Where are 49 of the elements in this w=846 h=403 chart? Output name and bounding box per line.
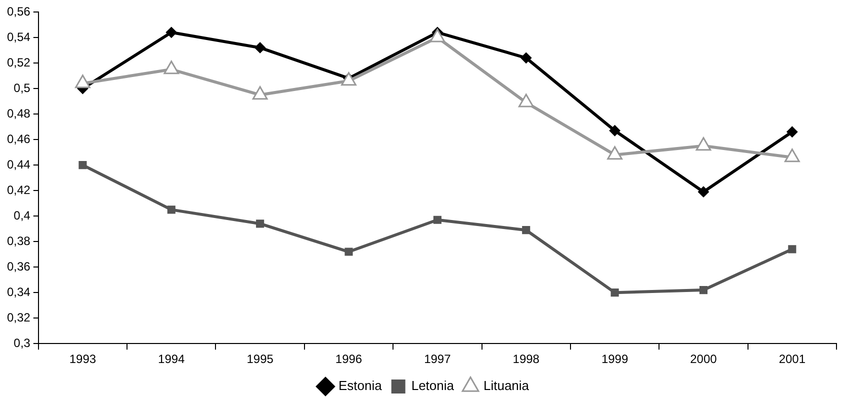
y-tick-label: 0,34	[6, 284, 31, 299]
point	[786, 126, 798, 138]
point	[252, 86, 268, 100]
y-tick-label: 0,36	[6, 259, 31, 274]
point	[518, 94, 534, 108]
x-tick-label: 2001	[778, 352, 806, 366]
x-tick-label: 2000	[690, 352, 718, 366]
point	[520, 52, 532, 64]
point	[696, 137, 712, 151]
point	[433, 216, 442, 224]
y-tick-label: 0,48	[6, 106, 31, 120]
y-tick-label: 0,5	[14, 80, 31, 95]
y-tick-label: 0,44	[6, 157, 31, 172]
x-tick-label: 1998	[512, 352, 540, 366]
x-tick-label: 1993	[69, 352, 96, 366]
point	[610, 288, 619, 297]
point	[430, 28, 446, 42]
x-tick-label: 1994	[158, 352, 186, 366]
y-tick-label: 0,46	[6, 132, 31, 146]
y-tick-label: 0,32	[6, 310, 31, 324]
legend-label: Lituania	[483, 378, 530, 394]
point	[167, 206, 176, 214]
x-tick-label: 1999	[601, 352, 628, 366]
point	[607, 146, 622, 160]
x-tick-label: 1997	[424, 352, 452, 366]
point	[166, 26, 177, 38]
point	[609, 125, 620, 136]
y-tick-label: 0,54	[6, 30, 31, 44]
y-tick-label: 0,3	[14, 336, 31, 350]
point	[254, 42, 266, 54]
legend-label: Estonia	[338, 378, 383, 394]
y-tick-label: 0,4	[14, 208, 31, 222]
point	[698, 186, 709, 198]
point	[788, 245, 796, 254]
y-tick-label: 0,56	[6, 4, 31, 18]
point	[699, 286, 708, 294]
y-tick-label: 0,52	[6, 55, 31, 70]
point	[784, 148, 800, 162]
point	[344, 248, 353, 256]
point	[78, 161, 87, 170]
x-tick-label: 1995	[246, 352, 274, 366]
point	[522, 226, 530, 234]
y-tick-label: 0,38	[6, 234, 31, 248]
y-tick-label: 0,42	[6, 182, 31, 197]
x-tick-label: 1996	[335, 352, 362, 366]
point	[75, 74, 90, 88]
point	[256, 220, 264, 228]
legend-label: Letonia	[411, 378, 455, 394]
point	[164, 60, 180, 74]
